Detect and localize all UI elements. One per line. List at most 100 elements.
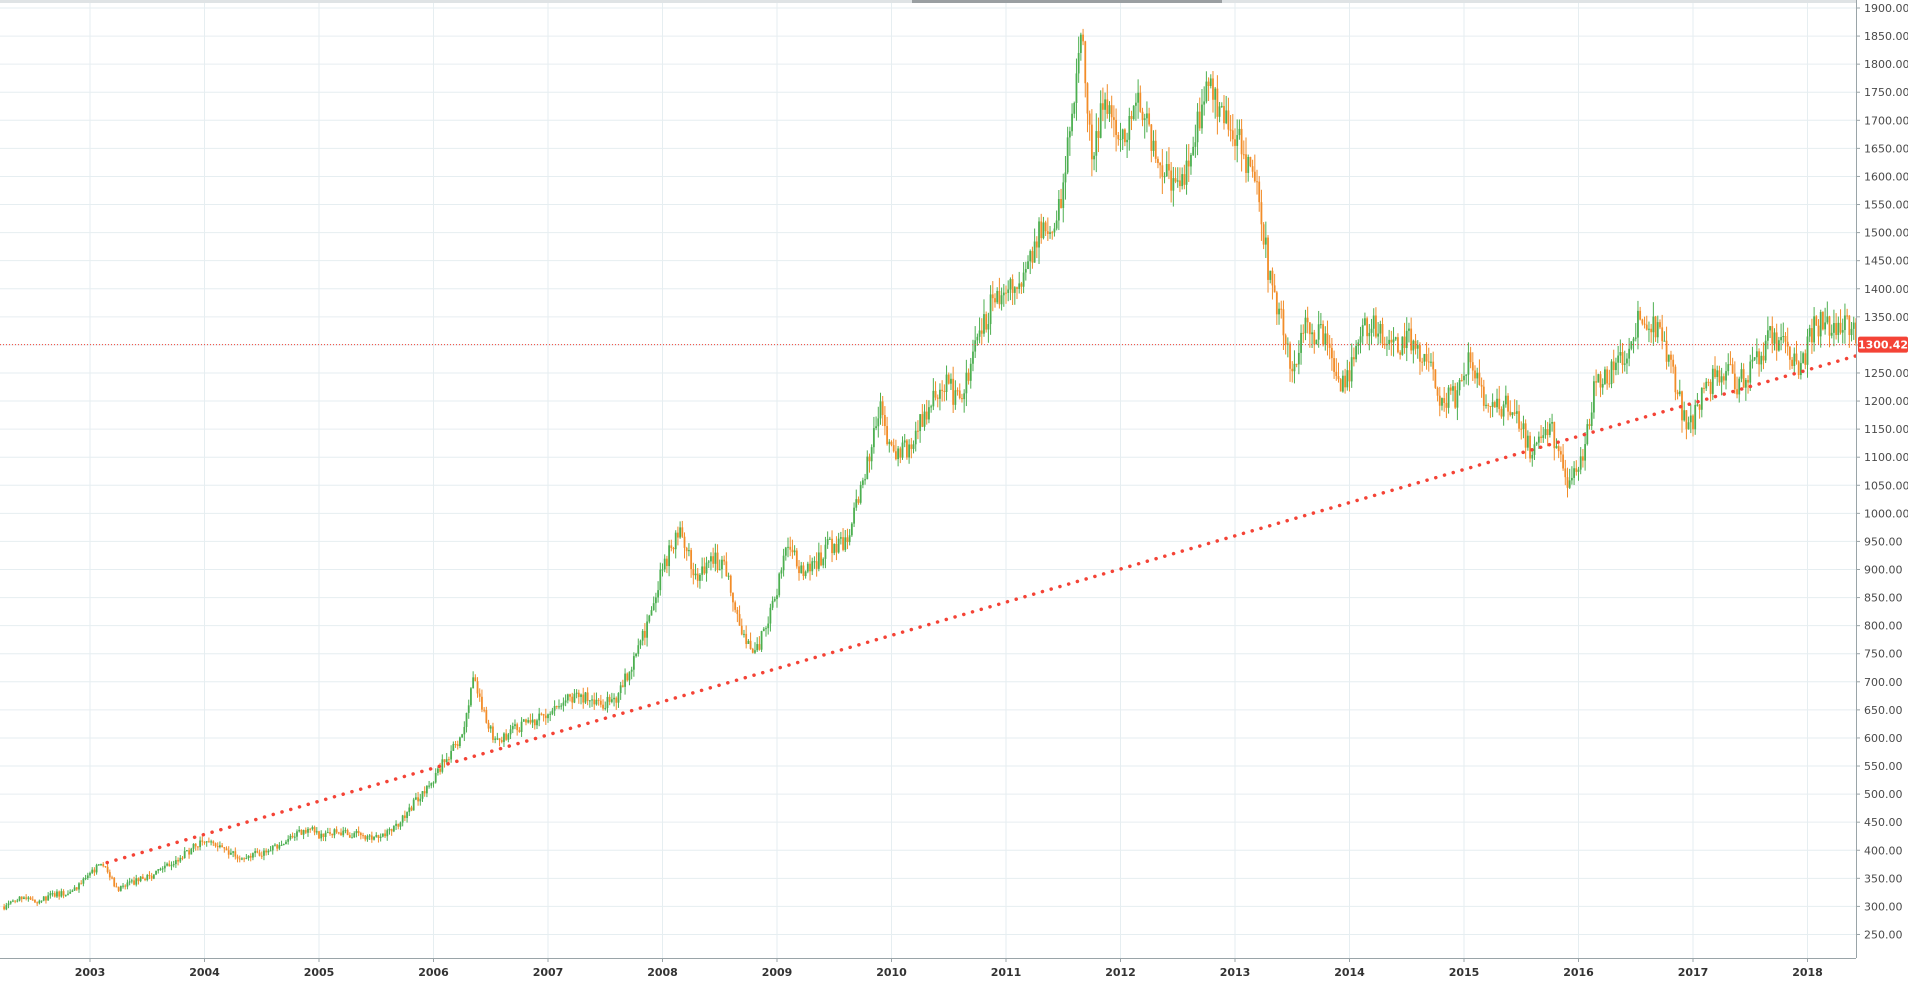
candle-body	[811, 561, 814, 572]
candle-body	[318, 831, 320, 839]
candle-body	[1445, 402, 1448, 408]
candle-body	[1841, 330, 1844, 333]
candle-body	[1617, 355, 1620, 363]
candle-body	[1465, 374, 1468, 376]
candle-body	[650, 610, 653, 616]
candle-body	[1648, 328, 1650, 330]
y-tick-label: 1650.00	[1864, 142, 1908, 155]
x-axis-panel[interactable]	[0, 958, 1856, 984]
candle-body	[408, 807, 411, 813]
candle-body	[1137, 92, 1140, 103]
candle-body	[868, 456, 871, 462]
candle-body	[1736, 389, 1738, 395]
candle-body	[555, 706, 558, 708]
candle-body	[1665, 340, 1668, 362]
candle-body	[14, 900, 17, 902]
toolbar-handle[interactable]	[912, 0, 1222, 3]
candle-body	[1353, 357, 1355, 360]
candle-body	[247, 855, 250, 858]
candle-body	[1000, 295, 1003, 305]
x-tick-label: 2011	[991, 966, 1022, 979]
candle-body	[582, 694, 585, 703]
candle-body	[703, 566, 706, 574]
candle-body	[1055, 220, 1058, 229]
candle-body	[276, 844, 279, 849]
candle-body	[1826, 316, 1829, 323]
candle-body	[126, 882, 129, 887]
candle-body	[908, 444, 911, 458]
candle-body	[853, 507, 855, 524]
candle-body	[624, 673, 626, 687]
candle-body	[652, 603, 655, 611]
candle-body	[1687, 422, 1690, 430]
candle-body	[1559, 451, 1562, 455]
candle-body	[185, 850, 188, 852]
y-axis-panel[interactable]	[1856, 0, 1908, 984]
candle-body	[322, 833, 325, 837]
candle-body	[1522, 423, 1525, 429]
candle-body	[192, 843, 195, 849]
candle-body	[58, 891, 61, 897]
candle-body	[1315, 339, 1318, 345]
candle-body	[201, 840, 204, 842]
candle-body	[481, 696, 483, 710]
candle-body	[928, 407, 930, 420]
candle-body	[586, 692, 589, 701]
candle-body	[410, 807, 413, 811]
candle-body	[1850, 328, 1853, 336]
x-tick-label: 2007	[533, 966, 564, 979]
candle-body	[1192, 146, 1195, 155]
candle-body	[707, 561, 710, 563]
candle-body	[888, 441, 891, 445]
candle-body	[886, 426, 888, 445]
candle-body	[1811, 328, 1813, 343]
candle-body	[577, 692, 580, 697]
candle-body	[84, 878, 87, 880]
candle-body	[203, 841, 206, 843]
candle-body	[1033, 241, 1036, 263]
candle-body	[395, 823, 397, 826]
candle-body	[1782, 335, 1785, 338]
candle-body	[762, 628, 765, 632]
candle-body	[637, 645, 640, 654]
candle-body	[1775, 332, 1778, 351]
candle-body	[476, 681, 479, 694]
candle-body	[1786, 341, 1789, 347]
candle-body	[51, 893, 54, 895]
candle-body	[619, 685, 622, 694]
candle-body	[1229, 129, 1232, 131]
candle-body	[688, 550, 690, 552]
candle-body	[1478, 372, 1481, 385]
y-tick-label: 1600.00	[1864, 170, 1908, 183]
candle-body	[1009, 279, 1012, 290]
candle-body	[170, 865, 173, 867]
candle-body	[1427, 361, 1430, 363]
y-tick-label: 1700.00	[1864, 114, 1908, 127]
candle-body	[194, 843, 197, 847]
candle-body	[621, 685, 624, 687]
candle-body	[817, 552, 820, 569]
candle-body	[912, 444, 915, 449]
candle-body	[694, 573, 697, 576]
y-tick-label: 1350.00	[1864, 311, 1908, 324]
candle-body	[1183, 174, 1186, 185]
candle-body	[417, 797, 419, 802]
candle-body	[485, 710, 488, 723]
support-trendline[interactable]	[105, 353, 1861, 865]
candle-body	[1595, 381, 1598, 383]
candle-body	[560, 705, 563, 707]
candle-body	[135, 878, 138, 885]
candle-body	[1181, 174, 1184, 187]
candle-body	[980, 330, 983, 334]
candle-body	[1645, 324, 1648, 330]
candle-body	[386, 830, 389, 837]
candle-body	[1341, 375, 1344, 392]
candle-body	[141, 876, 144, 879]
candle-body	[1643, 323, 1646, 325]
candle-body	[740, 625, 743, 635]
candle-body	[831, 538, 833, 554]
x-tick-label: 2012	[1105, 966, 1136, 979]
candle-body	[549, 713, 552, 715]
